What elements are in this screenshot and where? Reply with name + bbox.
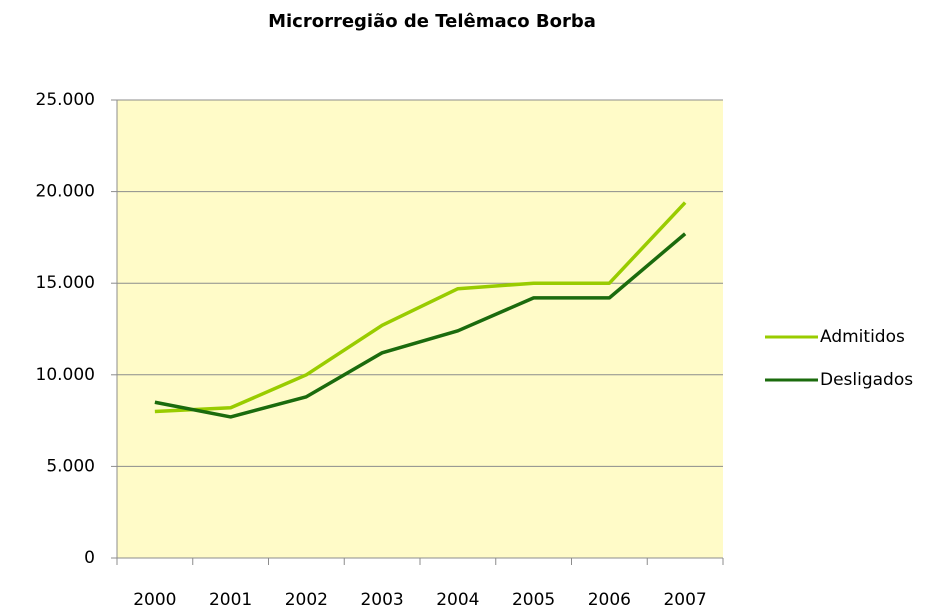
data-line — [154, 232, 687, 419]
x-tick-label: 2005 — [512, 590, 555, 610]
y-tick-label: 20.000 — [36, 182, 95, 202]
y-tick-label: 5.000 — [46, 456, 95, 476]
x-tick-label: 2002 — [285, 590, 328, 610]
x-tick-label: 2007 — [663, 590, 706, 610]
y-tick-label: 25.000 — [36, 90, 95, 110]
x-tick-label: 2004 — [436, 590, 479, 610]
x-tick-label: 2003 — [360, 590, 403, 610]
y-tick-label: 10.000 — [36, 365, 95, 385]
x-tick-label: 2006 — [588, 590, 631, 610]
legend-label: Desligados — [820, 370, 913, 390]
y-tick-label: 0 — [84, 548, 95, 568]
plot-area — [117, 100, 723, 558]
x-tick-label: 2001 — [209, 590, 252, 610]
data-line — [154, 201, 687, 414]
legend-label: Admitidos — [820, 327, 905, 347]
y-tick-label: 15.000 — [36, 273, 95, 293]
chart-title: Microrregião de Telêmaco Borba — [268, 11, 596, 32]
x-tick-label: 2000 — [133, 590, 176, 610]
